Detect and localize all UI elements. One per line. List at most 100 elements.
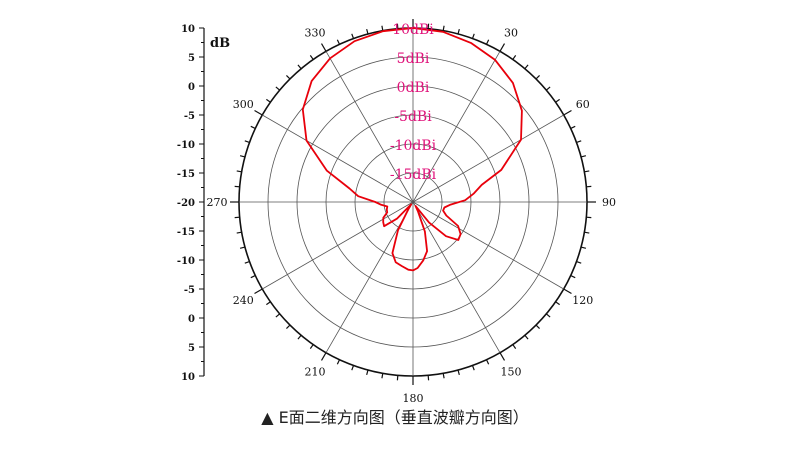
scale-tick-label: -10 xyxy=(177,256,195,267)
angle-tick xyxy=(524,334,529,340)
grid-spoke xyxy=(262,201,414,290)
scale-tick-label: -20 xyxy=(177,198,195,209)
scale-tick-label: 0 xyxy=(188,314,195,325)
grid-spoke xyxy=(325,51,414,203)
angle-tick xyxy=(563,109,572,116)
grid-spoke xyxy=(412,201,564,290)
angle-labels: 30 60 90 120 150 180 210 240 270 300 330 xyxy=(207,26,617,405)
scale-tick-label: -15 xyxy=(177,227,195,238)
angle-tick xyxy=(239,246,246,249)
scale-tick-label: 5 xyxy=(188,343,195,354)
angle-tick xyxy=(499,352,506,361)
angle-tick xyxy=(580,155,587,158)
angle-label-90: 90 xyxy=(602,196,616,209)
angle-tick xyxy=(442,25,445,31)
angle-tick xyxy=(266,301,271,306)
ring-label: 5dBi xyxy=(397,51,430,67)
angle-tick xyxy=(485,359,490,365)
angle-tick xyxy=(555,301,560,306)
scale-tick-label: 10 xyxy=(181,24,195,35)
angle-tick xyxy=(266,98,271,103)
radial-unit-label: dB xyxy=(210,36,230,51)
angle-tick xyxy=(563,288,572,295)
angle-tick xyxy=(239,155,246,158)
angle-tick xyxy=(535,324,540,329)
angle-label-180: 180 xyxy=(403,392,424,405)
angle-tick xyxy=(244,260,250,264)
angle-tick xyxy=(320,43,327,52)
angle-tick xyxy=(545,313,551,318)
angle-tick xyxy=(254,288,263,295)
scale-tick-label: -15 xyxy=(177,169,195,180)
ring-label: -15dBi xyxy=(390,167,437,183)
angle-tick xyxy=(442,373,445,379)
angle-tick xyxy=(381,373,384,379)
scale-tick-label: 10 xyxy=(181,372,195,383)
angle-tick xyxy=(485,39,490,45)
angle-tick xyxy=(584,231,590,234)
scale-tick-label: -10 xyxy=(177,140,195,151)
angle-tick xyxy=(576,260,582,264)
angle-tick xyxy=(236,231,242,234)
angle-label-150: 150 xyxy=(501,366,522,379)
angle-tick xyxy=(236,170,242,173)
angle-tick xyxy=(309,344,314,349)
angle-tick-marks xyxy=(230,19,596,385)
pattern-series xyxy=(301,27,523,272)
scale-tick-label: -5 xyxy=(184,111,195,122)
angle-tick xyxy=(366,369,369,376)
grid-spoke xyxy=(262,114,414,203)
grid-spoke xyxy=(412,51,501,203)
angle-tick xyxy=(286,324,291,329)
angle-tick xyxy=(244,140,250,144)
ring-label: 10dBi xyxy=(392,22,434,38)
angle-tick xyxy=(275,86,281,91)
angle-label-240: 240 xyxy=(233,294,254,307)
angle-label-30: 30 xyxy=(504,26,518,39)
angle-tick xyxy=(524,64,529,70)
angle-tick xyxy=(570,274,576,279)
ring-label: -10dBi xyxy=(390,138,437,154)
angle-tick xyxy=(250,125,256,130)
pattern-line xyxy=(301,27,523,272)
grid-spoke xyxy=(412,114,564,203)
angle-tick xyxy=(512,344,517,349)
angle-tick xyxy=(584,170,590,173)
angle-label-270: 270 xyxy=(207,196,228,209)
figure-caption: ▲ E面二维方向图（垂直波瓣方向图） xyxy=(261,408,529,427)
scale-tick-label: 0 xyxy=(188,82,195,93)
angle-tick xyxy=(309,55,314,60)
angle-tick xyxy=(320,352,327,361)
radial-scale-axis: 10 5 0 -5 -10 -15 -20 -15 -10 -5 0 5 10 xyxy=(177,24,205,383)
angle-tick xyxy=(580,246,587,249)
angle-label-210: 210 xyxy=(305,366,326,379)
angle-tick xyxy=(275,313,281,318)
angle-label-60: 60 xyxy=(576,98,590,111)
ring-label: -5dBi xyxy=(394,109,432,125)
ring-label: 0dBi xyxy=(397,80,430,96)
angle-label-300: 300 xyxy=(233,98,254,111)
angle-tick xyxy=(570,125,576,130)
angle-tick xyxy=(351,365,355,371)
angle-tick xyxy=(499,43,506,52)
angle-tick xyxy=(457,28,460,35)
angle-tick xyxy=(381,25,384,31)
angle-tick xyxy=(297,64,302,70)
angle-tick xyxy=(336,359,341,365)
angle-tick xyxy=(471,365,475,371)
angle-tick xyxy=(512,55,517,60)
angle-tick xyxy=(457,369,460,376)
angle-label-120: 120 xyxy=(572,294,593,307)
angle-tick xyxy=(555,98,560,103)
grid-spoke xyxy=(325,201,414,353)
ring-labels: 10dBi 5dBi 0dBi -5dBi -10dBi -15dBi xyxy=(390,22,437,183)
grid-spoke xyxy=(412,201,501,353)
angle-tick xyxy=(336,39,341,45)
angle-tick xyxy=(471,33,475,39)
angle-tick xyxy=(286,75,291,80)
angle-tick xyxy=(535,75,540,80)
angle-tick xyxy=(545,86,551,91)
angle-tick xyxy=(297,334,302,340)
angle-label-330: 330 xyxy=(305,26,326,39)
